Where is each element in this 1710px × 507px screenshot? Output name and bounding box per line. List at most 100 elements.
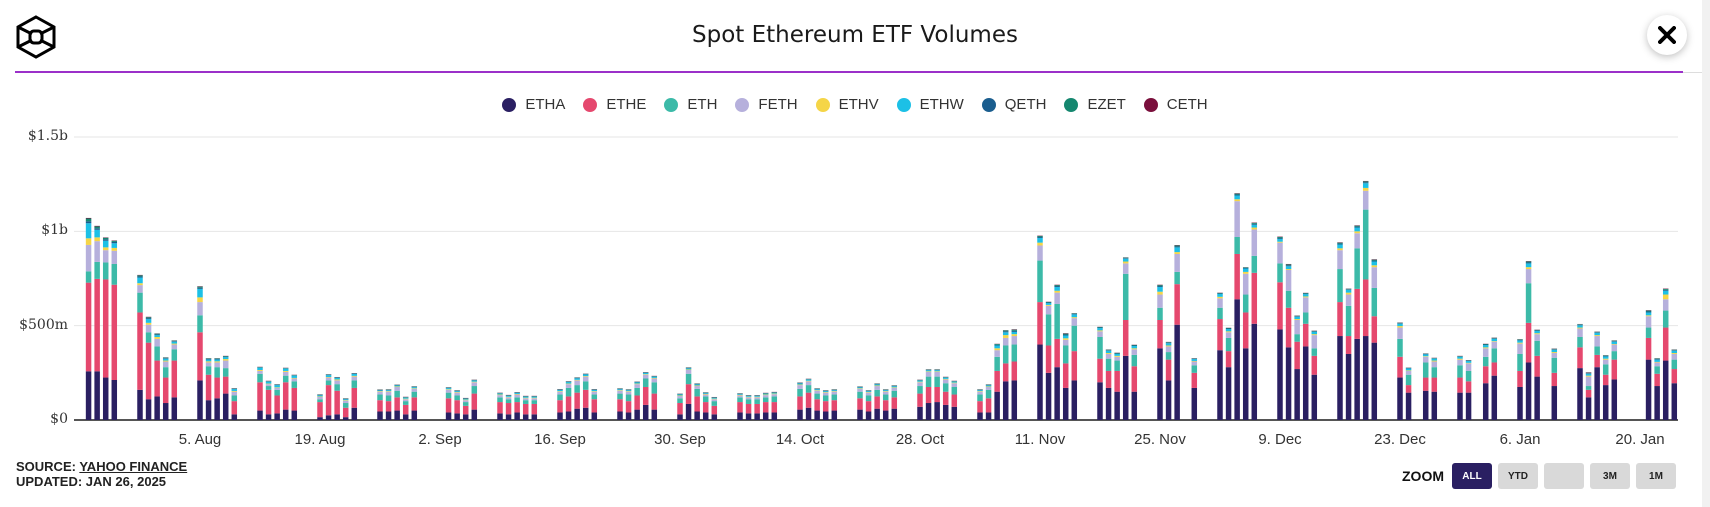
bar-segment-ethe[interactable] <box>214 377 220 399</box>
bar-segment-ethe[interactable] <box>1105 370 1112 388</box>
bar-segment-ethe[interactable] <box>1002 363 1009 382</box>
bar-segment-ethv[interactable] <box>1277 241 1283 243</box>
bar-segment-etha[interactable] <box>462 414 469 420</box>
bar-stack[interactable] <box>634 381 640 420</box>
bar-segment-ethe[interactable] <box>1234 253 1240 300</box>
bar-segment-ezet[interactable] <box>1071 313 1078 314</box>
bar-stack[interactable] <box>857 386 863 420</box>
bar-segment-ethv[interactable] <box>274 387 280 388</box>
bar-segment-ethv[interactable] <box>1431 360 1438 362</box>
bar-segment-feth[interactable] <box>1654 362 1660 367</box>
bar-stack[interactable] <box>1234 193 1240 420</box>
bar-segment-feth[interactable] <box>522 398 529 401</box>
bar-segment-ezet[interactable] <box>1062 333 1069 335</box>
bar-segment-ethw[interactable] <box>1114 353 1120 356</box>
bar-segment-ezet[interactable] <box>1174 245 1180 247</box>
bar-segment-etha[interactable] <box>1431 391 1438 420</box>
bar-stack[interactable] <box>1242 267 1249 420</box>
bar-segment-feth[interactable] <box>1354 233 1360 249</box>
bar-segment-ethw[interactable] <box>334 377 340 380</box>
bar-segment-eth[interactable] <box>917 386 923 394</box>
bar-segment-eth[interactable] <box>754 399 760 404</box>
bar-stack[interactable] <box>754 395 760 420</box>
bar-segment-feth[interactable] <box>685 370 692 374</box>
bar-segment-feth[interactable] <box>265 384 272 387</box>
bar-segment-ethv[interactable] <box>677 395 683 397</box>
bar-segment-feth[interactable] <box>1577 328 1583 337</box>
bar-segment-eth[interactable] <box>222 368 229 377</box>
bar-segment-etha[interactable] <box>1114 391 1120 420</box>
bar-stack[interactable] <box>625 389 632 420</box>
bar-stack[interactable] <box>1191 358 1198 420</box>
bar-segment-qeth[interactable] <box>1165 342 1172 344</box>
bar-segment-ethv[interactable] <box>505 396 512 398</box>
bar-segment-etha[interactable] <box>282 409 289 420</box>
bar-segment-ethw[interactable] <box>694 384 700 386</box>
bar-segment-etha[interactable] <box>642 404 649 420</box>
bar-segment-feth[interactable] <box>1277 242 1283 264</box>
bar-segment-etha[interactable] <box>1611 379 1618 420</box>
bar-segment-ethe[interactable] <box>171 360 178 398</box>
bar-segment-ethe[interactable] <box>274 395 280 414</box>
bar-segment-ezet[interactable] <box>1285 264 1292 266</box>
bar-segment-qeth[interactable] <box>1551 349 1558 350</box>
bar-segment-ethw[interactable] <box>1457 356 1463 359</box>
bar-segment-qeth[interactable] <box>1654 359 1660 360</box>
bar-segment-etha[interactable] <box>505 414 512 420</box>
bar-segment-ethw[interactable] <box>1131 346 1138 349</box>
bar-segment-eth[interactable] <box>291 381 298 388</box>
bar-segment-eth[interactable] <box>805 385 812 393</box>
bar-stack[interactable] <box>1174 245 1180 420</box>
bar-segment-ethw[interactable] <box>822 391 829 393</box>
bar-segment-ethw[interactable] <box>1294 316 1300 320</box>
bar-stack[interactable] <box>1062 333 1069 420</box>
bar-segment-ethv[interactable] <box>94 237 100 242</box>
bar-segment-ezet[interactable] <box>1491 337 1498 339</box>
bar-segment-eth[interactable] <box>1122 273 1129 321</box>
bar-segment-ethw[interactable] <box>934 370 940 372</box>
bar-segment-eth[interactable] <box>1037 260 1043 303</box>
bar-segment-feth[interactable] <box>1662 299 1669 311</box>
bar-segment-etha[interactable] <box>1551 386 1558 420</box>
bar-segment-qeth[interactable] <box>1097 327 1103 329</box>
bar-segment-ezet[interactable] <box>1302 293 1309 294</box>
bar-stack[interactable] <box>222 355 229 420</box>
bar-segment-ethw[interactable] <box>1645 312 1652 316</box>
bar-segment-ethe[interactable] <box>1482 366 1489 384</box>
bar-segment-ethe[interactable] <box>1157 320 1163 349</box>
bar-segment-ethw[interactable] <box>702 393 709 394</box>
bar-segment-ethw[interactable] <box>1002 332 1009 336</box>
bar-segment-eth[interactable] <box>857 391 863 399</box>
bar-stack[interactable] <box>711 396 718 420</box>
bar-stack[interactable] <box>1645 310 1652 420</box>
bar-segment-ethw[interactable] <box>642 373 649 375</box>
bar-stack[interactable] <box>574 377 580 420</box>
bar-segment-feth[interactable] <box>171 344 178 350</box>
bar-segment-ethw[interactable] <box>1671 350 1678 354</box>
bar-stack[interactable] <box>154 333 160 420</box>
bar-stack[interactable] <box>274 384 280 420</box>
bar-segment-ethw[interactable] <box>1662 290 1669 295</box>
bar-segment-ethw[interactable] <box>942 377 949 379</box>
bar-segment-qeth[interactable] <box>1174 246 1180 248</box>
bar-stack[interactable] <box>1285 263 1292 420</box>
bar-segment-ethv[interactable] <box>351 375 358 377</box>
bar-segment-ethe[interactable] <box>402 404 409 415</box>
bar-segment-eth[interactable] <box>1345 305 1352 337</box>
bar-stack[interactable] <box>257 366 263 420</box>
bar-segment-ethe[interactable] <box>265 389 272 415</box>
bar-segment-eth[interactable] <box>265 386 272 390</box>
bar-segment-ethe[interactable] <box>857 398 863 410</box>
bar-segment-eth[interactable] <box>102 262 109 280</box>
bar-segment-ethv[interactable] <box>111 247 118 251</box>
bar-segment-ethw[interactable] <box>162 358 169 361</box>
bar-segment-ethe[interactable] <box>694 396 700 412</box>
bar-stack[interactable] <box>814 388 820 420</box>
bar-segment-ethe[interactable] <box>94 278 100 372</box>
bar-segment-ethw[interactable] <box>1525 263 1532 268</box>
bar-segment-ethw[interactable] <box>1491 338 1498 342</box>
bar-segment-ethv[interactable] <box>1465 362 1472 364</box>
bar-segment-etha[interactable] <box>1054 367 1060 420</box>
bar-segment-eth[interactable] <box>531 400 538 404</box>
bar-segment-eth[interactable] <box>651 382 658 394</box>
